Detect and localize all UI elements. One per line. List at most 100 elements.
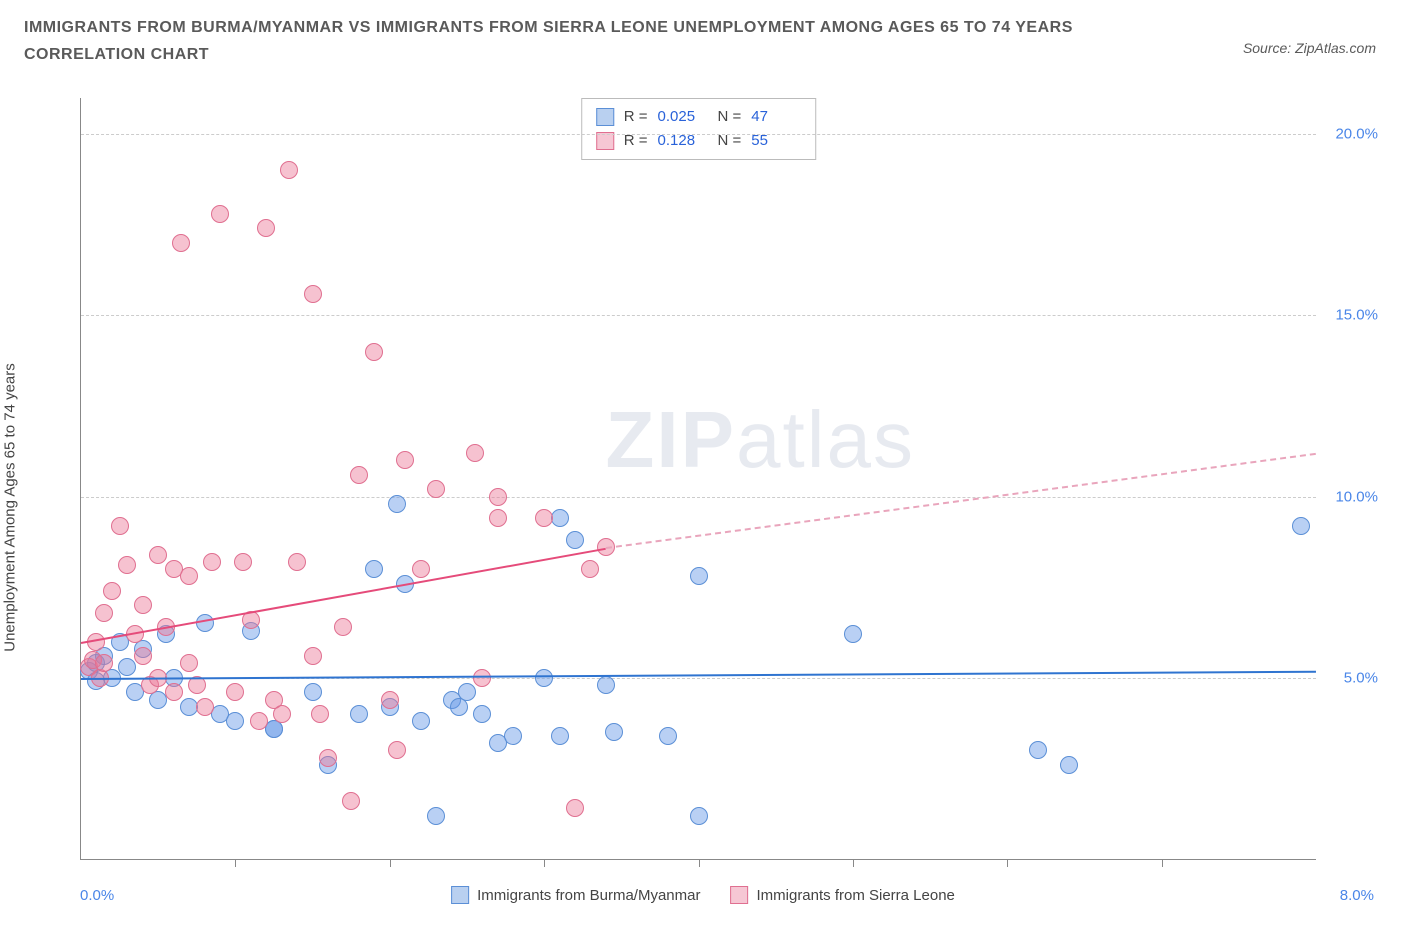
x-axis-min-label: 0.0% bbox=[80, 887, 114, 904]
scatter-point bbox=[597, 676, 615, 694]
scatter-point bbox=[504, 727, 522, 745]
legend-label-series2: Immigrants from Sierra Leone bbox=[756, 887, 954, 904]
scatter-point bbox=[350, 466, 368, 484]
scatter-point bbox=[381, 691, 399, 709]
y-axis-label: Unemployment Among Ages 65 to 74 years bbox=[2, 363, 19, 652]
scatter-point bbox=[334, 618, 352, 636]
plot-area: ZIPatlas R = 0.025 N = 47 R = 0.128 N = … bbox=[80, 98, 1316, 860]
legend-item-series1: Immigrants from Burma/Myanmar bbox=[451, 886, 700, 904]
x-tick bbox=[1007, 859, 1008, 867]
scatter-point bbox=[535, 509, 553, 527]
scatter-point bbox=[473, 705, 491, 723]
chart-title-line2: CORRELATION CHART bbox=[24, 41, 1382, 68]
scatter-point bbox=[211, 205, 229, 223]
scatter-point bbox=[388, 495, 406, 513]
r-value-series2: 0.128 bbox=[658, 129, 708, 153]
scatter-point bbox=[234, 553, 252, 571]
scatter-point bbox=[134, 647, 152, 665]
scatter-point bbox=[551, 727, 569, 745]
scatter-point bbox=[659, 727, 677, 745]
chart-title-line1: IMMIGRANTS FROM BURMA/MYANMAR VS IMMIGRA… bbox=[24, 14, 1382, 41]
scatter-point bbox=[396, 451, 414, 469]
scatter-point bbox=[844, 625, 862, 643]
chart-header: IMMIGRANTS FROM BURMA/MYANMAR VS IMMIGRA… bbox=[0, 0, 1406, 68]
watermark-light: atlas bbox=[736, 395, 915, 484]
legend-swatch-series2 bbox=[730, 886, 748, 904]
scatter-point bbox=[118, 556, 136, 574]
scatter-point bbox=[180, 654, 198, 672]
x-tick bbox=[390, 859, 391, 867]
scatter-point bbox=[111, 517, 129, 535]
scatter-point bbox=[350, 705, 368, 723]
chart-container: Unemployment Among Ages 65 to 74 years Z… bbox=[20, 88, 1386, 910]
scatter-point bbox=[226, 683, 244, 701]
scatter-point bbox=[118, 658, 136, 676]
scatter-point bbox=[280, 161, 298, 179]
n-value-series1: 47 bbox=[751, 105, 801, 129]
scatter-point bbox=[257, 219, 275, 237]
scatter-point bbox=[311, 705, 329, 723]
scatter-point bbox=[304, 683, 322, 701]
scatter-point bbox=[458, 683, 476, 701]
scatter-point bbox=[250, 712, 268, 730]
r-label: R = bbox=[624, 129, 648, 153]
scatter-point bbox=[134, 596, 152, 614]
scatter-point bbox=[388, 741, 406, 759]
scatter-point bbox=[566, 799, 584, 817]
legend-item-series2: Immigrants from Sierra Leone bbox=[730, 886, 954, 904]
scatter-point bbox=[149, 546, 167, 564]
scatter-point bbox=[172, 234, 190, 252]
scatter-point bbox=[196, 698, 214, 716]
gridline bbox=[81, 134, 1316, 135]
x-tick bbox=[235, 859, 236, 867]
y-tick-label: 5.0% bbox=[1344, 669, 1378, 686]
scatter-point bbox=[342, 792, 360, 810]
scatter-point bbox=[365, 560, 383, 578]
stats-row-series2: R = 0.128 N = 55 bbox=[596, 129, 802, 153]
r-label: R = bbox=[624, 105, 648, 129]
y-tick-label: 20.0% bbox=[1335, 126, 1378, 143]
scatter-point bbox=[365, 343, 383, 361]
scatter-point bbox=[196, 614, 214, 632]
scatter-point bbox=[690, 567, 708, 585]
scatter-point bbox=[605, 723, 623, 741]
legend-label-series1: Immigrants from Burma/Myanmar bbox=[477, 887, 700, 904]
scatter-point bbox=[427, 480, 445, 498]
x-tick bbox=[1162, 859, 1163, 867]
scatter-point bbox=[288, 553, 306, 571]
scatter-point bbox=[535, 669, 553, 687]
scatter-point bbox=[203, 553, 221, 571]
n-label: N = bbox=[718, 105, 742, 129]
scatter-point bbox=[690, 807, 708, 825]
gridline bbox=[81, 497, 1316, 498]
r-value-series1: 0.025 bbox=[658, 105, 708, 129]
scatter-point bbox=[304, 647, 322, 665]
n-value-series2: 55 bbox=[751, 129, 801, 153]
source-attribution: Source: ZipAtlas.com bbox=[1243, 40, 1376, 56]
scatter-point bbox=[226, 712, 244, 730]
scatter-point bbox=[581, 560, 599, 578]
scatter-point bbox=[466, 444, 484, 462]
watermark: ZIPatlas bbox=[606, 394, 915, 486]
stats-row-series1: R = 0.025 N = 47 bbox=[596, 105, 802, 129]
scatter-point bbox=[489, 488, 507, 506]
bottom-legend: Immigrants from Burma/Myanmar Immigrants… bbox=[451, 886, 955, 904]
scatter-point bbox=[489, 509, 507, 527]
stats-legend-box: R = 0.025 N = 47 R = 0.128 N = 55 bbox=[581, 98, 817, 160]
scatter-point bbox=[473, 669, 491, 687]
y-tick-label: 10.0% bbox=[1335, 488, 1378, 505]
gridline bbox=[81, 315, 1316, 316]
scatter-point bbox=[180, 567, 198, 585]
scatter-point bbox=[1029, 741, 1047, 759]
scatter-point bbox=[412, 560, 430, 578]
y-tick-label: 15.0% bbox=[1335, 307, 1378, 324]
scatter-point bbox=[1060, 756, 1078, 774]
legend-swatch-series1 bbox=[451, 886, 469, 904]
x-axis-max-label: 8.0% bbox=[1340, 887, 1374, 904]
scatter-point bbox=[95, 604, 113, 622]
scatter-point bbox=[412, 712, 430, 730]
x-tick bbox=[853, 859, 854, 867]
swatch-series1 bbox=[596, 108, 614, 126]
scatter-point bbox=[319, 749, 337, 767]
trend-line-extrapolated bbox=[606, 453, 1316, 549]
